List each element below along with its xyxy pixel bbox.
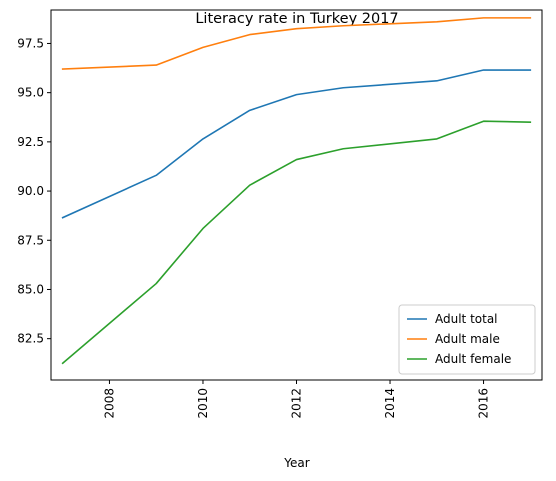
x-tick-label: 2016 [477, 388, 491, 419]
y-tick-label: 92.5 [17, 135, 44, 149]
y-tick-label: 90.0 [17, 184, 44, 198]
x-tick-label: 2014 [383, 388, 397, 419]
legend-label: Adult male [435, 332, 500, 346]
x-tick-label: 2010 [196, 388, 210, 419]
y-tick-label: 87.5 [17, 233, 44, 247]
y-tick-label: 97.5 [17, 36, 44, 50]
legend-label: Adult total [435, 312, 498, 326]
x-axis-ticks: 2008 2010 2012 2014 2016 [102, 380, 490, 419]
series-line-0 [63, 70, 531, 218]
y-tick-label: 82.5 [17, 332, 44, 346]
y-tick-label: 85.0 [17, 282, 44, 296]
y-axis-ticks: 82.5 85.0 87.5 90.0 92.5 95.0 97.5 [17, 36, 51, 345]
y-tick-label: 95.0 [17, 86, 44, 100]
chart-legend: Adult total Adult male Adult female [399, 305, 535, 374]
legend-label: Adult female [435, 352, 511, 366]
x-axis-label: Year [283, 456, 309, 470]
x-tick-label: 2008 [102, 388, 116, 419]
x-tick-label: 2012 [290, 388, 304, 419]
